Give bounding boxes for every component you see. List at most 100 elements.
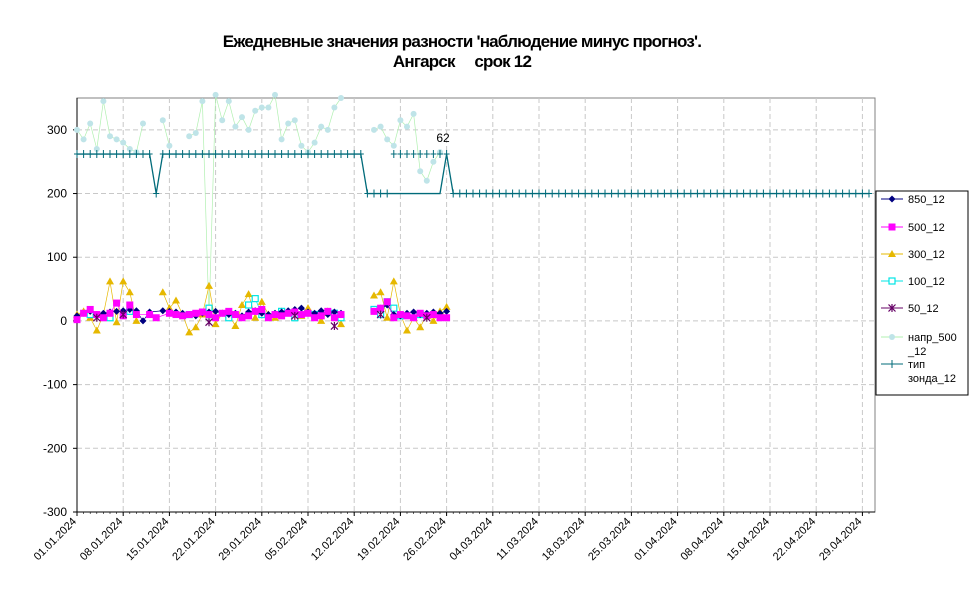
series-500_12: [73, 298, 451, 324]
data-point: [839, 189, 846, 198]
data-point: [291, 117, 298, 124]
data-point: [257, 297, 266, 305]
legend-label: тип зонда_12: [908, 359, 956, 385]
data-point: [317, 316, 326, 324]
data-point: [80, 309, 88, 317]
data-point: [93, 145, 100, 152]
data-point: [416, 309, 424, 317]
data-point: [245, 301, 253, 309]
legend-marker: [889, 334, 895, 340]
data-point: [205, 318, 213, 327]
data-point: [641, 189, 648, 198]
data-point: [285, 150, 292, 159]
data-point: [549, 189, 556, 198]
data-point: [793, 189, 800, 198]
data-point: [251, 307, 259, 315]
data-point: [87, 150, 94, 159]
data-point: [443, 314, 451, 322]
data-point: [331, 104, 338, 111]
data-point: [429, 311, 437, 319]
data-point: [264, 314, 272, 322]
data-point: [139, 317, 147, 325]
data-point: [87, 120, 94, 127]
data-point: [476, 189, 483, 198]
data-point: [443, 307, 451, 315]
data-point: [826, 189, 833, 198]
data-point: [74, 126, 80, 133]
data-point: [562, 189, 569, 198]
data-point: [383, 313, 392, 321]
data-point: [595, 189, 602, 198]
data-point: [410, 308, 418, 316]
data-point: [687, 189, 694, 198]
data-point: [416, 323, 425, 331]
data-point: [337, 320, 345, 328]
data-point: [371, 189, 377, 198]
data-point: [806, 189, 813, 198]
data-point: [158, 288, 167, 296]
data-point: [297, 311, 305, 319]
data-point: [621, 189, 628, 198]
data-point: [747, 189, 754, 198]
data-point: [73, 316, 81, 324]
series-line: [162, 120, 170, 146]
data-point: [272, 150, 278, 159]
data-point: [866, 189, 872, 198]
data-point: [324, 150, 331, 159]
data-point: [371, 126, 377, 133]
series-тип зонда_12: [74, 150, 872, 198]
data-point: [753, 189, 760, 198]
x-tick-label: 22.01.2024: [170, 516, 217, 563]
data-point: [338, 150, 344, 159]
data-point: [727, 189, 734, 198]
data-point: [113, 150, 120, 159]
data-point: [212, 150, 219, 159]
x-tick-label: 01.04.2024: [632, 516, 679, 563]
data-point: [489, 189, 496, 198]
data-point: [192, 309, 200, 317]
data-point: [172, 296, 180, 304]
data-point: [146, 150, 153, 159]
data-point: [100, 150, 107, 159]
data-point: [324, 126, 331, 133]
data-point: [318, 150, 325, 159]
data-point: [92, 326, 101, 334]
data-point: [291, 150, 298, 159]
data-point: [404, 123, 410, 130]
data-label-annotation: 62: [436, 131, 450, 145]
data-point: [120, 139, 127, 146]
data-point: [119, 277, 128, 285]
data-point: [245, 150, 252, 159]
data-point: [185, 311, 193, 319]
data-point: [199, 98, 206, 105]
data-point: [186, 133, 193, 140]
data-point: [338, 95, 344, 101]
data-point: [377, 189, 384, 198]
data-point: [330, 314, 338, 322]
data-point: [107, 133, 113, 140]
data-point: [159, 150, 166, 159]
data-point: [278, 150, 285, 159]
data-point: [437, 150, 443, 159]
data-point: [331, 150, 338, 159]
data-point: [258, 305, 266, 313]
data-point: [859, 189, 866, 198]
data-point: [304, 309, 312, 317]
data-point: [199, 150, 206, 159]
data-point: [232, 150, 239, 159]
data-point: [225, 150, 232, 159]
data-point: [330, 322, 339, 331]
data-point: [383, 298, 391, 306]
data-point: [205, 281, 213, 289]
data-point: [397, 117, 404, 124]
data-point: [635, 189, 641, 198]
chart-title-line1: Ежедневные значения разности 'наблюдение…: [223, 32, 701, 51]
data-point: [126, 301, 134, 309]
data-point: [390, 304, 398, 312]
data-point: [251, 295, 259, 303]
data-point: [417, 168, 424, 175]
y-tick-label: 100: [47, 250, 67, 264]
data-point: [324, 307, 332, 315]
data-point: [786, 189, 793, 198]
data-point: [126, 145, 133, 152]
